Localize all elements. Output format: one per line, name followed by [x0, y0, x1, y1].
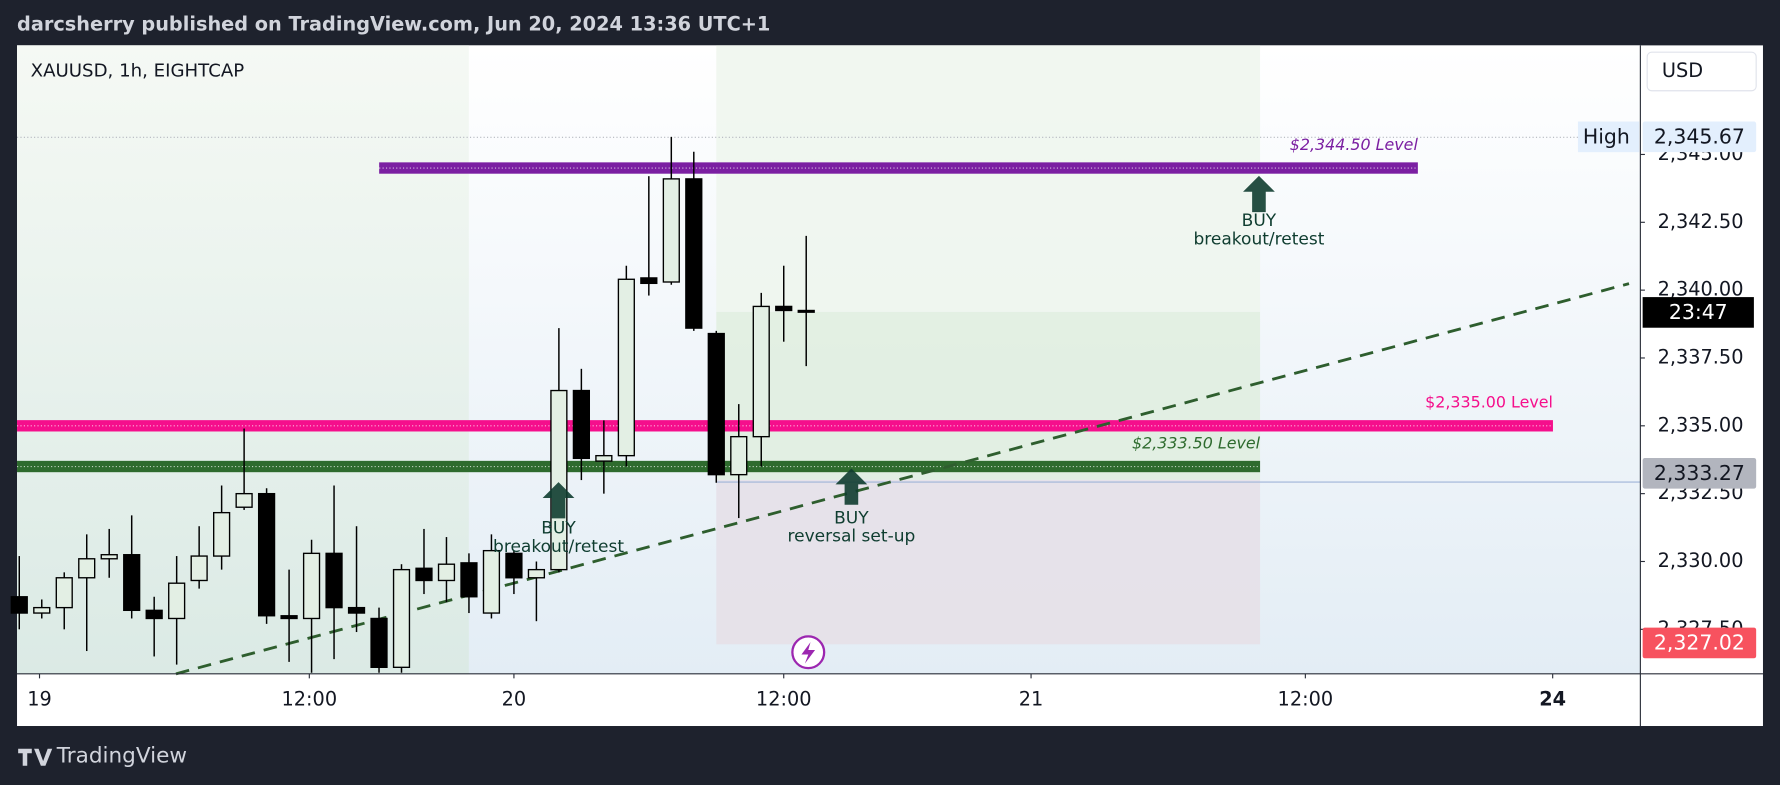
level-label: $2,333.50 Level: [1132, 433, 1261, 452]
candle-body: [33, 606, 51, 614]
level-band: [17, 460, 1261, 473]
candle-body: [347, 606, 366, 614]
y-tick-label: 2,340.00: [1658, 278, 1744, 301]
candle-body: [370, 617, 388, 668]
candle-body: [302, 552, 321, 620]
price-tags: 2,345.67 High 2,333.27 2,327.02 23:47: [1577, 121, 1757, 659]
candle-body: [235, 492, 253, 508]
x-tick-label: 12:00: [756, 687, 812, 710]
trend-line: [175, 282, 1630, 676]
price-tag-label: 2,327.02: [1654, 630, 1745, 654]
candle-body: [775, 305, 793, 312]
level-label: $2,335.00 Level: [1425, 393, 1553, 412]
logo: [18, 748, 53, 766]
candle-body: [527, 568, 546, 579]
countdown: 23:47: [1669, 300, 1728, 324]
candle-body: [572, 389, 591, 460]
footer-brand: TradingView: [56, 744, 187, 769]
price-tag-label: 2,333.27: [1654, 461, 1745, 485]
price-tag: [1642, 627, 1757, 659]
candle-body: [145, 609, 163, 620]
footer: TradingView: [18, 744, 187, 769]
candle-body: [280, 615, 298, 620]
candle-body: [505, 552, 523, 579]
x-tick-label: 19: [27, 687, 52, 710]
x-tick-label: 12:00: [1278, 687, 1334, 710]
annotations: BUYbreakout/retestBUYbreakout/retestBUYr…: [493, 175, 1325, 557]
arrow: [542, 482, 575, 519]
candle-body: [100, 554, 118, 560]
annotation-text: breakout/retest: [1193, 229, 1324, 249]
level-band: [379, 162, 1418, 174]
price-tag-label: 2,345.67: [1654, 124, 1745, 148]
candle-body: [752, 305, 770, 438]
y-tick-label: 2,335.00: [1658, 413, 1744, 436]
candle-body: [190, 555, 208, 582]
level-label: $2,344.50 Level: [1290, 135, 1419, 154]
lightning-icon: [791, 635, 826, 670]
price-tag: [1642, 121, 1757, 153]
x-tick-label: 20: [502, 687, 527, 710]
range-shade: [716, 45, 1261, 312]
candle-body: [730, 435, 748, 476]
candle-body: [257, 492, 276, 617]
annotation-text: reversal set-up: [787, 527, 915, 547]
candle-body: [662, 178, 680, 283]
levels: $2,344.50 Level $2,335.00 Level $2,333.50 …: [17, 135, 1553, 473]
candles: [10, 136, 815, 673]
level-band: [17, 420, 1553, 432]
arrow: [1243, 175, 1275, 213]
x-tick-label: 21: [1019, 687, 1044, 710]
icon-bolt: [801, 642, 816, 664]
candle-body: [707, 332, 725, 476]
countdown-box: [1642, 297, 1754, 328]
candle-body: [78, 558, 96, 579]
price-tag: [1642, 458, 1757, 489]
candle-body: [640, 277, 658, 285]
annotation-title: BUY: [541, 519, 576, 539]
y-tick-label: 2,342.50: [1658, 210, 1744, 233]
y-tick-label: 2,330.00: [1658, 549, 1744, 572]
candle-body: [123, 554, 141, 612]
candle-body: [595, 454, 613, 462]
candle-body: [55, 577, 73, 609]
arrow: [835, 468, 868, 505]
candle-body: [437, 563, 456, 582]
currency-button[interactable]: [1646, 51, 1757, 92]
symbol: XAUUSD, 1h, EIGHTCAP: [31, 60, 245, 81]
y-tick-label: 2,337.50: [1658, 345, 1744, 368]
annotation-text: breakout/retest: [493, 537, 624, 557]
candle-body: [168, 582, 186, 620]
price-tag-name-box: [1577, 121, 1640, 153]
candle-body: [392, 568, 411, 668]
header: darcsherry published on TradingView.com,…: [17, 12, 770, 35]
candle-body: [550, 389, 568, 571]
stop-zone: [716, 479, 1261, 645]
candle-body: [797, 309, 815, 313]
annotation-title: BUY: [1242, 211, 1277, 231]
x-tick-label: 12:00: [282, 687, 338, 710]
annotation-title: BUY: [834, 508, 869, 528]
candle-body: [460, 562, 478, 598]
candle-body: [617, 278, 635, 457]
x-tick-label: 24: [1539, 687, 1566, 710]
candle-body: [685, 178, 703, 329]
candle-body: [213, 511, 231, 557]
candle-body: [482, 549, 501, 614]
candle-body: [325, 552, 343, 609]
candle-body: [10, 596, 28, 614]
candle-body: [415, 567, 433, 582]
price-tag-name: High: [1583, 124, 1630, 148]
currency[interactable]: USD: [1662, 59, 1703, 82]
